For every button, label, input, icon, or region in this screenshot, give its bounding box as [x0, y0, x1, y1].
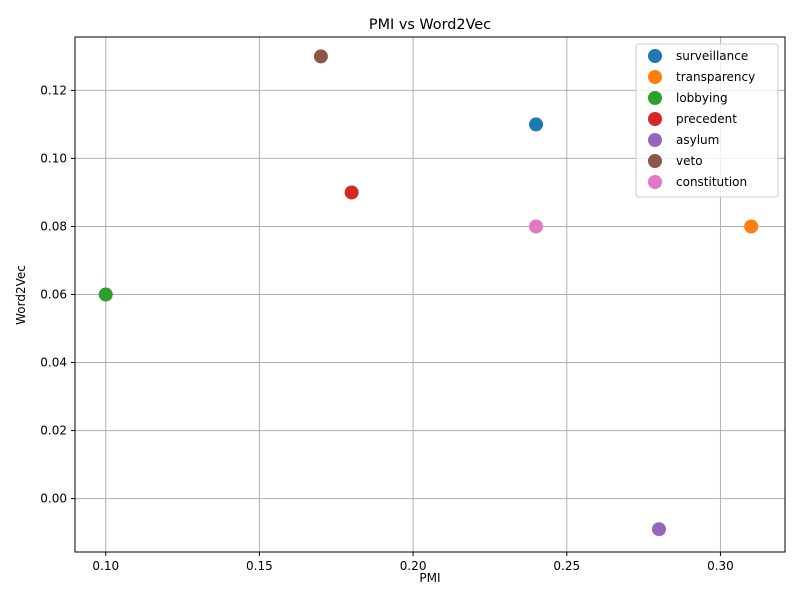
x-tick-label: 0.15 — [246, 559, 273, 573]
y-axis-label: Word2Vec — [14, 265, 28, 325]
y-tick-label: 0.08 — [40, 219, 67, 233]
legend-marker-lobbying — [648, 91, 662, 105]
data-point-veto — [313, 49, 328, 64]
y-tick-label: 0.00 — [40, 492, 67, 506]
legend-marker-precedent — [648, 112, 662, 126]
data-point-constitution — [529, 219, 544, 234]
legend-label-asylum: asylum — [676, 133, 719, 147]
legend-box — [635, 43, 779, 198]
legend-marker-asylum — [648, 133, 662, 147]
legend-marker-constitution — [648, 175, 662, 189]
data-points — [98, 49, 759, 537]
legend-label-transparency: transparency — [676, 70, 755, 84]
legend: surveillance transparency lobbying preceden… — [635, 43, 779, 198]
y-tick-label: 0.06 — [40, 288, 67, 302]
x-tick-label: 0.10 — [92, 559, 119, 573]
legend-marker-surveillance — [648, 49, 662, 63]
legend-label-precedent: precedent — [676, 112, 737, 126]
y-tick-label: 0.10 — [40, 151, 67, 165]
legend-label-veto: veto — [676, 154, 703, 168]
grid-lines — [75, 37, 785, 552]
chart-title: PMI vs Word2Vec — [369, 17, 491, 33]
legend-label-constitution: constitution — [676, 175, 747, 189]
data-point-precedent — [344, 185, 359, 200]
x-axis-ticks: 0.10 0.15 0.20 0.25 0.30 — [92, 552, 734, 573]
y-tick-label: 0.02 — [40, 424, 67, 438]
y-axis-ticks: 0.00 0.02 0.04 0.06 0.08 0.10 0.12 — [40, 83, 75, 506]
data-point-surveillance — [529, 117, 544, 132]
x-tick-label: 0.25 — [553, 559, 580, 573]
x-tick-label: 0.30 — [707, 559, 734, 573]
x-tick-label: 0.20 — [400, 559, 427, 573]
data-point-asylum — [651, 522, 666, 537]
y-tick-label: 0.04 — [40, 356, 67, 370]
legend-marker-veto — [648, 154, 662, 168]
y-tick-label: 0.12 — [40, 83, 67, 97]
data-point-transparency — [744, 219, 759, 234]
legend-marker-transparency — [648, 70, 662, 84]
legend-label-lobbying: lobbying — [676, 91, 728, 105]
legend-label-surveillance: surveillance — [676, 49, 748, 63]
x-axis-label: PMI — [419, 571, 440, 585]
data-point-lobbying — [98, 287, 113, 302]
